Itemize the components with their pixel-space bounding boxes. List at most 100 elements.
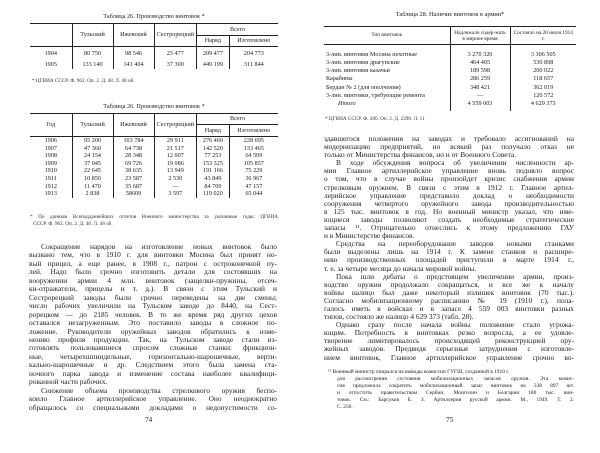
cell-required: 348 421 [450,83,511,92]
text-line: рорецком — до 2185 человек. В то же врем… [29,310,277,319]
text-line: оставался незагруженным. Это поставило з… [29,319,277,328]
cell-tula: 37 045 [72,159,114,168]
cell-izhevsk: 64 738 [113,144,155,153]
text-line: кально-шарошечные и др. Следствием этого… [29,361,277,370]
text-line: жейных заводов. Предвидя серьезные затру… [324,345,574,354]
page-number: 75 [446,416,454,424]
table-row: 1909 37 045 69 726 19 086 153 325 105 857 [30,159,278,168]
text-line: лей. Надо было срочно изготовить детали … [29,268,277,277]
table-row: 1908 24 154 28 348 12 007 77 253 64 509 [30,152,278,160]
text-line: Пока шли дебаты о предстоящем увеличении… [336,272,574,281]
cell-type: 3-лин. винтовки Мосина пехотные [324,50,451,59]
cell-made: 133 465 [243,144,264,152]
text-line: товок. См.: Барсуков Е. З. Артиллерия ру… [337,397,574,404]
table-row: Итого 4 559 003 4 629 373 [324,99,576,108]
text-line: Снижение объема производства стрелкового… [41,386,277,395]
text-line: число рабочих увеличили на Тульском заво… [29,302,277,311]
text-line: водство оружия продолжало сокращаться, и… [324,280,574,289]
cell-type: Карабины [324,75,451,84]
cell-tula: 24 154 [72,152,114,160]
page-number: 74 [145,416,153,424]
text-line: Средства на переоборудование заводов нов… [336,240,574,249]
cell-made: 204 773 [243,49,264,57]
cell-sestr: 13 949 [154,167,198,175]
cell-required: 4 559 003 [450,99,511,108]
cell-izhevsk: 23 587 [113,174,155,183]
text-line: галось иметь в войсках и в запасе 4 559 … [324,304,574,313]
cell-available: 4 629 373 [530,99,556,107]
text-line: ложение. Руководители оружейных заводов … [29,327,277,336]
cell-made: 64 509 [245,152,263,160]
text-line: рованной части рабочих. [29,378,108,387]
text-line: нию производственных площадей приступили… [324,256,574,265]
cell-available: 530 898 [533,58,554,66]
cell-year: 1906 [30,136,73,145]
table-row: 3-лин. винтовки, требующие ремонта — 120 5… [324,91,576,100]
table-row: 3-лин. винтовки драгунские 464 405 530 898 [324,58,576,67]
text-line: готовлять пользовавшиеся спросом сложные… [29,344,277,353]
text-line: и отпустить правительствам Сербии, Монго… [337,390,574,397]
text-line: ¹¹ Военный министр опирался на выводы ко… [328,369,510,375]
sestr-header: Сестрорецкий [154,113,198,137]
cell-year: 1910 [30,167,73,175]
order-header: Наряд [196,35,230,47]
table-26b: Год Тульский Ижевский Сестрорецкий Всего… [30,113,278,198]
cell-year: 1905 [30,60,73,69]
cell-made: 65 044 [245,190,263,198]
cell-available: 118 657 [533,75,554,83]
table-row: Карабины 286 259 118 657 [324,75,576,84]
table-row: 3-лин. винтовки Мосина пехотные 3 270 320… [324,50,576,59]
table-row: 1907 47 360 64 738 21 517 142 520 133 465 [30,144,278,153]
izhevsk-header: Ижевский [113,23,155,47]
text-line: ющим. Потребность в винтовках резко возр… [324,329,574,338]
text-line: нению профиля продукции. Так, на Тульско… [29,335,277,344]
text-line: о том, что в случае войны произойдет кри… [324,175,574,184]
year-header: Год [30,113,73,137]
cell-order: 276 460 [196,136,230,145]
table-row: 1913 2 838 58609 3 597 119 020 65 044 [30,190,278,198]
cell-order: 153 325 [196,159,230,168]
cell-year: 1909 [30,159,73,168]
cell-izhevsk: 38 635 [113,167,155,175]
text-line: лерийское управление представило доклад … [324,191,574,200]
cell-year: 1913 [30,190,73,198]
cell-year: 1907 [30,144,73,153]
table-row: 1905 133 140 141 404 37 300 449 199 311 844 [30,60,278,69]
cell-sestr: — [154,182,198,191]
required-header: Надлежало содер-жать в мирное время [450,26,511,45]
text-line: ющиеся заводы позволяют создать необходи… [324,215,574,224]
cell-sestr: 19 086 [154,159,198,168]
cell-required: 3 270 320 [450,50,511,59]
text-line: только от Министерства финансов, но и от… [324,151,517,160]
text-line: Сокращение нарядов на изготовление новых… [41,243,277,251]
footnote-line: СССР. Ф. 962. Оп. 2. Д. 48. Л. 48 об. [33,220,113,227]
left-body-text: Сокращение нарядов на изготовление новых… [29,243,277,412]
table-row: Бердан № 2 (для ополчения) 348 421 362 019 [324,83,576,92]
cell-order: 191 166 [196,167,230,175]
cell-izhevsk: 141 404 [113,60,155,69]
made-header: Изготовлено [229,124,278,137]
cell-sestr: 12 007 [154,152,198,160]
text-line: сия предложила сократить мобилизационный… [337,383,574,390]
cell-type: 3-лин. винтовки, требующие ремонта [324,91,451,100]
cell-made: 311 844 [243,60,264,68]
text-line: и в Министерстве финансов. [324,232,415,241]
text-line: ные, четырехшпиндельные, горизонтально-ш… [29,352,277,361]
tula-header: Тульский [72,113,114,137]
cell-required: 189 598 [450,66,511,76]
cell-sestr: 37 300 [154,60,198,69]
cell-available: 362 019 [533,83,554,91]
text-line: В ходе обсуждения вопроса об увеличении … [336,159,574,168]
cell-order: 119 020 [196,190,230,198]
cell-required: 464 405 [450,58,511,67]
cell-tula: 22 645 [72,167,114,175]
cell-tula: 10 850 [72,174,114,183]
cell-year: 1904 [30,46,73,61]
text-line: Согласно мобилизационному расписанию № 1… [324,296,574,305]
text-line: сооружения четвертого оружейного завода … [324,199,574,208]
izhevsk-header: Ижевский [113,113,155,137]
cell-tula: 2 838 [72,190,114,198]
order-header: Наряд [196,124,230,137]
table-row: 1912 11 470 35 687—84 700 47 157 [30,182,278,191]
table-row: 1911 10 850 23 587 2 530 43 849 36 967 [30,174,278,183]
